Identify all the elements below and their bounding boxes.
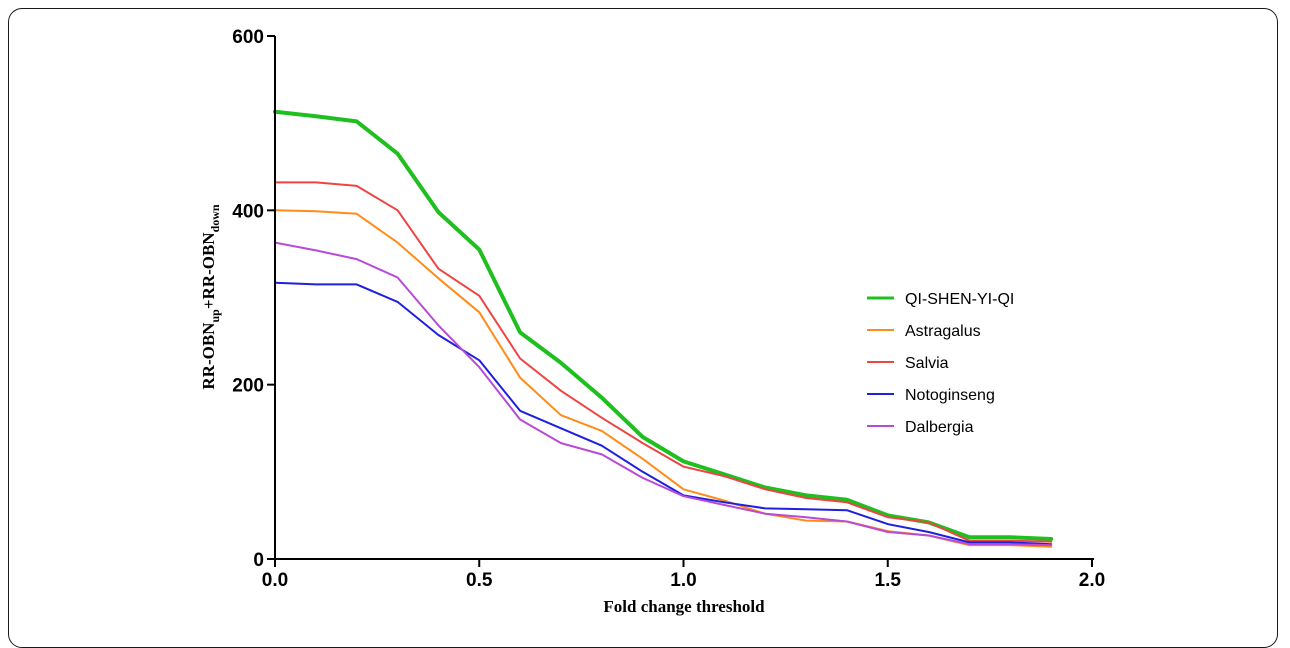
series-line-2 [274,181,1053,543]
legend-label-4: Dalbergia [905,419,974,436]
y-axis-title-part2: RR-OBN [199,232,218,300]
legend-label-1: Astragalus [905,323,981,340]
y-tick-label: 400 [232,201,264,222]
x-ticks: 0.0 0.5 1.0 1.5 2.0 [262,559,1105,591]
x-axis-title: Fold change threshold [603,597,765,616]
legend: QI-SHEN-YI-QI Astragalus Salvia Notoginseng… [867,291,1014,436]
series-line-4 [274,241,1053,547]
x-tick-label: 1.5 [875,570,902,591]
y-axis-title-plus: + [199,299,218,309]
legend-label-3: Notoginseng [905,387,995,404]
y-axis-title: RR-OBNup+RR-OBNdown [199,204,222,390]
x-tick-label: 0.5 [466,570,493,591]
y-axis-title-sub1: up [208,309,222,323]
y-tick-label: 600 [232,27,264,48]
y-axis-title-sub2: down [208,204,222,232]
line-chart: 0 200 400 600 0.0 0.5 1.0 1.5 2.0 Fold change t… [199,27,1105,616]
x-tick-label: 0.0 [262,570,288,591]
series-line-1 [274,209,1053,548]
legend-label-2: Salvia [905,355,949,372]
y-tick-label: 200 [232,376,264,397]
y-tick-label: 0 [253,550,264,571]
series-line-3 [274,281,1053,546]
series-lines [273,109,1054,548]
y-axis-title-part1: RR-OBN [199,322,218,390]
x-tick-label: 1.0 [670,570,696,591]
y-ticks: 0 200 400 600 [232,27,275,571]
x-tick-label: 2.0 [1079,570,1105,591]
legend-label-0: QI-SHEN-YI-QI [905,291,1014,308]
